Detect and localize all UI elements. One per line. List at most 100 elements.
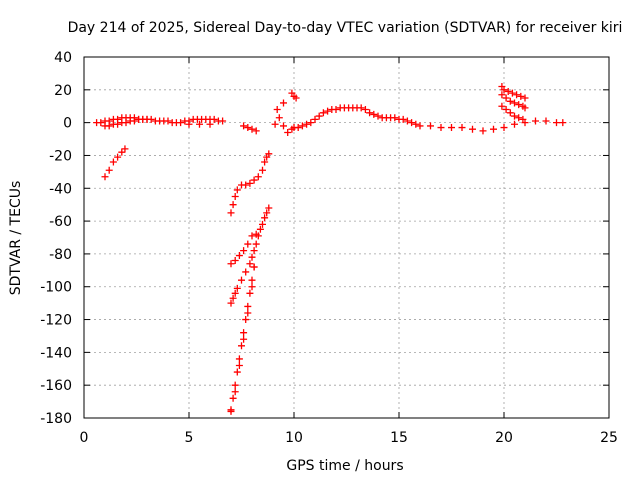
- data-point: [416, 122, 424, 130]
- data-point: [408, 119, 416, 127]
- data-point: [121, 145, 129, 153]
- data-point: [248, 125, 256, 133]
- data-point: [259, 220, 266, 228]
- y-tick-labels: -180 -160 -140 -120 -100 -80 -60 -40 -20 0 20 40: [40, 50, 72, 427]
- data-point: [280, 122, 287, 130]
- data-point: [227, 260, 235, 268]
- data-point: [252, 127, 260, 135]
- data-point: [242, 316, 250, 324]
- data-point: [511, 99, 518, 107]
- data-point: [238, 342, 245, 350]
- data-point: [490, 125, 497, 133]
- data-point: [229, 201, 237, 209]
- x-tick-label: 25: [600, 430, 618, 446]
- data-point: [500, 124, 508, 132]
- data-point: [248, 253, 256, 261]
- y-tick-label: -120: [40, 313, 72, 329]
- data-point: [252, 240, 260, 248]
- data-point: [143, 115, 151, 123]
- data-point: [319, 109, 327, 117]
- data-point: [206, 120, 214, 128]
- data-point: [513, 91, 521, 99]
- data-point: [265, 204, 273, 212]
- data-point: [311, 115, 319, 123]
- data-point: [244, 240, 252, 248]
- data-point: [519, 115, 527, 123]
- x-tick-label: 5: [185, 430, 194, 446]
- data-point: [231, 256, 239, 264]
- data-point: [315, 112, 323, 120]
- data-point: [256, 225, 264, 233]
- y-tick-label: -40: [49, 181, 72, 197]
- y-tick-label: -80: [49, 247, 72, 263]
- data-point: [391, 114, 399, 122]
- data-point: [515, 114, 523, 122]
- data-point: [233, 186, 241, 194]
- data-point: [399, 115, 407, 123]
- data-points: [93, 83, 567, 415]
- data-point: [242, 268, 250, 276]
- data-point: [370, 110, 378, 118]
- data-point: [246, 260, 254, 268]
- data-point: [177, 119, 185, 127]
- x-tick-label: 15: [390, 430, 408, 446]
- data-point: [164, 117, 172, 125]
- data-point: [122, 119, 130, 127]
- data-point: [498, 102, 506, 110]
- axis-ticks: [83, 56, 610, 419]
- data-point: [238, 276, 245, 284]
- x-tick-label: 10: [285, 430, 303, 446]
- data-point: [265, 150, 273, 158]
- data-point: [448, 124, 455, 132]
- data-point: [118, 148, 126, 156]
- data-point: [130, 117, 138, 125]
- data-point: [240, 247, 248, 255]
- data-point: [240, 335, 248, 343]
- data-point: [210, 115, 218, 123]
- y-tick-label: -20: [49, 148, 72, 164]
- data-point: [559, 119, 567, 127]
- data-point: [244, 124, 252, 132]
- data-point: [97, 119, 105, 127]
- data-point: [303, 120, 311, 128]
- y-tick-label: 40: [54, 50, 72, 66]
- data-point: [532, 117, 539, 125]
- grid-lines: [84, 57, 609, 418]
- data-point: [366, 109, 374, 117]
- data-point: [542, 117, 550, 125]
- data-point: [332, 106, 340, 114]
- data-point: [248, 232, 256, 240]
- y-tick-label: -160: [40, 378, 72, 394]
- data-point: [517, 92, 525, 100]
- data-point: [469, 125, 476, 133]
- data-point: [280, 99, 287, 107]
- data-point: [521, 94, 529, 102]
- y-tick-label: -140: [40, 345, 72, 361]
- y-tick-label: 20: [54, 83, 72, 99]
- data-point: [248, 283, 256, 291]
- data-point: [502, 94, 510, 102]
- data-point: [240, 329, 248, 337]
- data-point: [196, 120, 203, 128]
- data-point: [109, 158, 117, 166]
- data-point: [427, 122, 434, 130]
- data-point: [458, 124, 466, 132]
- data-point: [504, 87, 512, 95]
- data-point: [263, 209, 271, 217]
- data-point: [114, 153, 122, 161]
- data-point: [250, 263, 258, 271]
- data-point: [101, 173, 109, 181]
- y-tick-label: 0: [63, 116, 72, 132]
- data-point: [246, 289, 254, 297]
- data-point: [521, 104, 529, 112]
- data-point: [271, 120, 279, 128]
- data-point: [227, 299, 235, 307]
- data-point: [259, 166, 266, 174]
- data-point: [248, 276, 256, 284]
- data-point: [508, 89, 516, 97]
- data-point: [105, 122, 113, 130]
- data-point: [374, 112, 382, 120]
- data-point: [250, 176, 258, 184]
- data-point: [284, 128, 292, 136]
